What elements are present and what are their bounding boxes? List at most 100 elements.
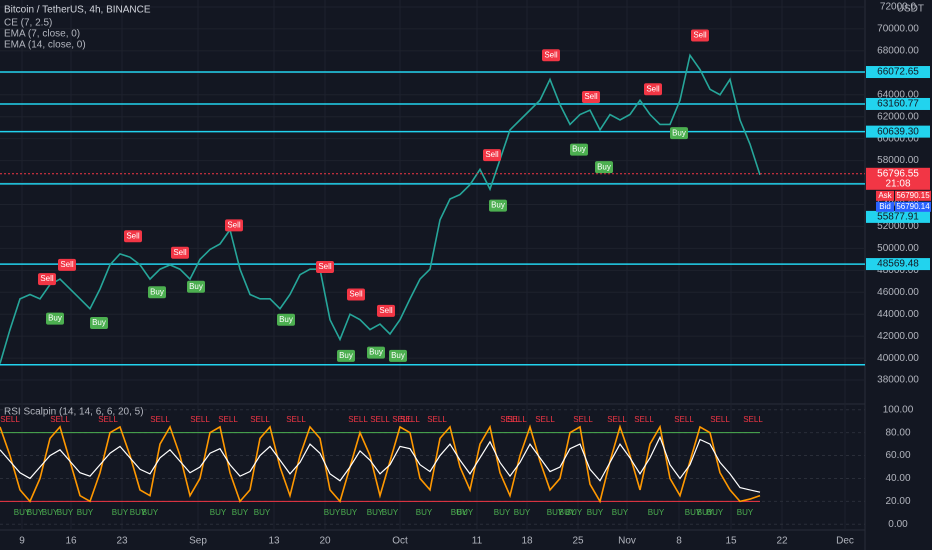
signal-tag	[90, 316, 108, 329]
rsi-line	[0, 435, 761, 493]
rsi-sell: SELL	[0, 415, 20, 424]
signal-label: Sell	[379, 306, 393, 315]
price-tick-label: 72000.0	[880, 2, 917, 13]
rsi-sell: SELL	[250, 415, 270, 424]
price-tick-label: 46000.00	[877, 287, 919, 298]
signal-tag	[595, 161, 613, 174]
price-tick-label: 64000.00	[877, 89, 919, 100]
rsi-title: RSI Scalpin (14, 14, 6, 6, 20, 5)	[4, 407, 144, 418]
rsi-buy: BUY	[324, 508, 341, 517]
signal-label: Buy	[92, 318, 106, 327]
time-label: 15	[725, 536, 737, 547]
time-label: 11	[472, 536, 483, 547]
signal-tag	[46, 312, 64, 325]
rsi-buy: BUY	[648, 508, 665, 517]
rsi-buy: BUY	[457, 508, 474, 517]
signal-tag	[483, 149, 501, 162]
rsi-sell: SELL	[427, 415, 447, 424]
rsi-sell: SELL	[348, 415, 368, 424]
signal-tag	[148, 286, 166, 299]
time-label: Oct	[392, 536, 408, 547]
signal-tag	[124, 230, 142, 243]
rsi-buy: BUY	[130, 508, 147, 517]
signal-tag	[691, 29, 709, 42]
ask-name: Ask	[878, 191, 892, 200]
signal-tag	[316, 261, 334, 274]
rsi-buy: BUY	[514, 508, 531, 517]
rsi-buy: BUY	[42, 508, 59, 517]
signal-label: Sell	[318, 262, 332, 271]
signal-tag	[38, 273, 56, 286]
level-label: 48569.48	[877, 259, 919, 270]
rsi-sell: SELL	[400, 415, 420, 424]
price-tick-label: 62000.00	[877, 111, 919, 122]
rsi-sell: SELL	[98, 415, 118, 424]
price-tick-label: 70000.00	[877, 24, 919, 35]
level-label: 66072.65	[877, 67, 919, 78]
signal-label: Buy	[491, 201, 505, 210]
current-price: 56796.55	[877, 168, 919, 179]
rsi-sell: SELL	[535, 415, 555, 424]
rsi-buy: BUY	[547, 508, 564, 517]
rsi-buy: BUY	[77, 508, 94, 517]
time-label: 16	[65, 536, 77, 547]
rsi-sell: SELL	[286, 415, 306, 424]
rsi-tick-label: 0.00	[888, 519, 908, 530]
level-tag	[866, 210, 930, 223]
level-tag	[866, 97, 930, 110]
rsi-sell: SELL	[674, 415, 694, 424]
signal-tag	[389, 349, 407, 362]
rsi-buy: BUY	[14, 508, 31, 517]
bid-price-tag	[895, 201, 931, 212]
time-label: 23	[116, 536, 128, 547]
rsi-buy: BUY	[341, 508, 358, 517]
time-label: Sep	[189, 536, 207, 547]
price-tick-label: 38000.00	[877, 375, 919, 386]
ask-price: 56790.15	[896, 191, 930, 200]
indicator: EMA (7, close, 0)	[4, 29, 80, 40]
time-label: 13	[268, 536, 280, 547]
signal-label: Buy	[369, 348, 383, 357]
level-label: 60639.30	[877, 126, 919, 137]
rsi-sell: SELL	[392, 415, 412, 424]
signal-tag	[570, 143, 588, 156]
countdown: 21:08	[885, 178, 910, 189]
price-tick-label: 58000.00	[877, 155, 919, 166]
signal-label: Sell	[40, 274, 54, 283]
time-label: 18	[521, 536, 533, 547]
signal-label: Sell	[485, 150, 499, 159]
rsi-buy: BUY	[27, 508, 44, 517]
plot	[0, 53, 865, 504]
signal-tag	[58, 258, 76, 271]
symbol-title: Bitcoin / TetherUS, 4h, BINANCE	[4, 5, 151, 16]
bid-name-tag	[876, 201, 894, 212]
rsi-buy: BUY	[612, 508, 629, 517]
signal-label: Buy	[339, 351, 353, 360]
signal-tag	[187, 280, 205, 293]
rsi-sell: SELL	[190, 415, 210, 424]
rsi-buy: BUY	[367, 508, 384, 517]
time-label: 20	[319, 536, 331, 547]
rsi-sell: SELL	[573, 415, 593, 424]
rsi-sell: SELL	[370, 415, 390, 424]
rsi-buy: BUY	[232, 508, 249, 517]
signal-label: Buy	[150, 287, 164, 296]
level-label: 63160.77	[877, 99, 919, 110]
signal-tag	[377, 304, 395, 317]
price-tick-label: 44000.00	[877, 309, 919, 320]
rsi-buy: BUY	[685, 508, 702, 517]
signal-tag	[644, 83, 662, 96]
level-tag	[866, 66, 930, 79]
signal-label: Buy	[572, 145, 586, 154]
signal-label: Buy	[189, 282, 203, 291]
rsi-buy: BUY	[451, 508, 468, 517]
rsi-buy: BUY	[254, 508, 271, 517]
signal-label: Sell	[646, 84, 660, 93]
currency: USDT	[897, 4, 924, 15]
rsi-buy: BUY	[416, 508, 433, 517]
time-label: Nov	[618, 536, 636, 547]
bid-name: Bid	[879, 202, 891, 211]
